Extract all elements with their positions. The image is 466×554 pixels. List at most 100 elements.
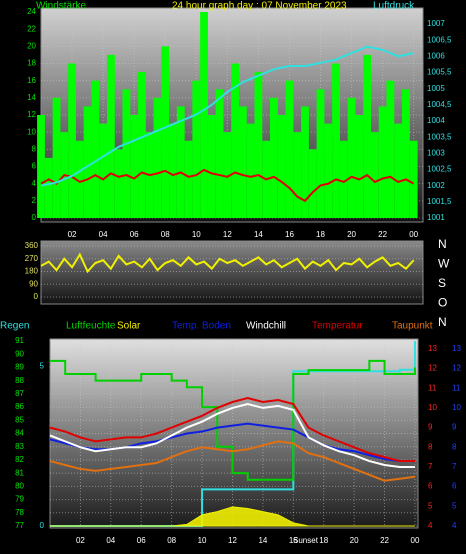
- y-tick-label: 9: [452, 423, 457, 432]
- bar: [285, 80, 294, 219]
- y-tick-label: 270: [25, 254, 39, 263]
- y-tick-label: 11: [452, 383, 461, 392]
- x-tick-label: 10: [192, 230, 201, 239]
- y-tick-label: 91: [15, 336, 24, 345]
- x-tick-label: 04: [106, 536, 115, 545]
- y-tick-label: 360: [25, 241, 39, 250]
- y-tick-label: 5: [452, 501, 457, 510]
- solar-area: [50, 506, 415, 527]
- y-tick-label: 88: [15, 376, 24, 385]
- y-tick-label: 1003,5: [427, 132, 452, 141]
- y-tick-label: 8: [428, 442, 433, 451]
- y-tick-label: 84: [15, 429, 24, 438]
- x-tick-label: 10: [198, 536, 207, 545]
- bar: [386, 80, 395, 219]
- y-tick-label: 90: [29, 279, 38, 288]
- bar: [91, 80, 100, 219]
- bar: [106, 54, 115, 218]
- x-tick-label: 08: [161, 230, 170, 239]
- x-tick-label: 06: [137, 536, 146, 545]
- x-tick-label: 00: [411, 536, 420, 545]
- bar: [277, 115, 286, 218]
- y-tick-label: 13: [428, 344, 437, 353]
- bar: [339, 140, 348, 218]
- y-tick-label: 85: [15, 415, 24, 424]
- annotation: Sunset: [293, 536, 319, 545]
- y-tick-label: 82: [15, 455, 24, 464]
- y-tick-label: 1007: [427, 19, 445, 28]
- x-tick-label: 14: [258, 536, 267, 545]
- direction-label: W: [438, 257, 450, 271]
- y-tick-label: 4: [32, 179, 37, 188]
- x-tick-label: 02: [76, 536, 85, 545]
- bar: [99, 123, 108, 218]
- x-tick-label: 08: [167, 536, 176, 545]
- y-tick-label: 1005,5: [427, 68, 452, 77]
- y-tick-label: 83: [15, 442, 24, 451]
- y-tick-label: 1006,5: [427, 35, 452, 44]
- y-tick-label: 5: [40, 362, 45, 371]
- x-tick-label: 04: [99, 230, 108, 239]
- x-tick-label: 20: [350, 536, 359, 545]
- bar: [370, 132, 379, 218]
- x-tick-label: 14: [254, 230, 263, 239]
- direction-label: N: [438, 237, 447, 251]
- y-tick-label: 6: [452, 482, 457, 491]
- y-axis-title: Windstärke: [36, 1, 86, 12]
- bar: [378, 106, 387, 218]
- x-tick-label: 12: [223, 230, 232, 239]
- bar: [114, 149, 123, 218]
- series-line: [40, 168, 415, 203]
- y-tick-label: 22: [27, 24, 36, 33]
- x-tick-label: 22: [378, 230, 387, 239]
- y-tick-label: 8: [452, 442, 457, 451]
- bar: [409, 140, 418, 218]
- bar: [169, 123, 177, 218]
- bar: [207, 115, 216, 218]
- y-tick-label: 10: [452, 403, 461, 412]
- y-tick-label: 87: [15, 389, 24, 398]
- series-line: [49, 440, 416, 482]
- series-line: [40, 252, 415, 274]
- y-tick-label: 6: [32, 162, 37, 171]
- legend-label: Regen: [0, 321, 29, 332]
- bar: [153, 97, 162, 218]
- bar: [161, 46, 170, 219]
- series-line: [49, 402, 415, 468]
- bar: [238, 106, 247, 218]
- bar: [200, 12, 208, 218]
- y-tick-label: 10: [27, 127, 36, 136]
- x-tick-label: 12: [228, 536, 237, 545]
- bar: [231, 63, 240, 218]
- x-tick-label: 16: [289, 536, 298, 545]
- y-tick-label: 1002,5: [427, 165, 452, 174]
- y-tick-label: 7: [428, 462, 433, 471]
- bar: [355, 115, 364, 218]
- bar: [402, 89, 410, 218]
- y-tick-label: 2: [32, 196, 37, 205]
- y-tick-label: 1001,5: [427, 197, 452, 206]
- direction-label: O: [438, 296, 447, 310]
- bar: [68, 63, 76, 218]
- y-tick-label: 4: [452, 521, 457, 530]
- y-tick-label: 24: [27, 7, 36, 16]
- y-tick-label: 78: [15, 508, 24, 517]
- bar: [215, 89, 224, 218]
- y-tick-label: 12: [27, 110, 36, 119]
- y-tick-label: 6: [428, 482, 433, 491]
- bar: [223, 132, 232, 218]
- bar: [52, 97, 61, 218]
- bar: [122, 89, 131, 218]
- bar: [192, 80, 201, 219]
- bar: [138, 72, 146, 218]
- y-tick-label: 1001: [427, 213, 445, 222]
- bar: [44, 157, 53, 218]
- y-tick-label: 12: [428, 364, 437, 373]
- y-tick-label: 16: [27, 76, 36, 85]
- legend-label: Luftfeuchte: [66, 321, 116, 332]
- y-tick-label: 14: [27, 93, 36, 102]
- y-tick-label: 7: [452, 462, 457, 471]
- bar: [332, 63, 340, 218]
- y-tick-label: 0: [40, 521, 45, 530]
